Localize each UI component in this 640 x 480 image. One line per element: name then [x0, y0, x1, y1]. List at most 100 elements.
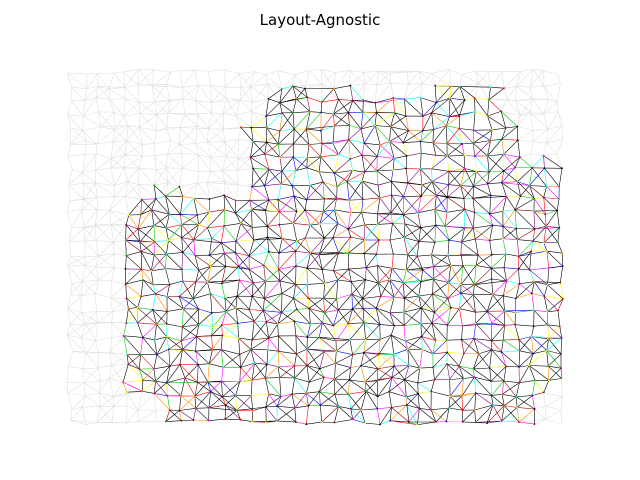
- highlight-edge: [376, 144, 381, 157]
- graph-node: [278, 101, 281, 104]
- highlight-edge: [266, 127, 279, 145]
- background-edge: [154, 84, 167, 103]
- highlight-edge: [151, 209, 167, 229]
- background-edge: [95, 293, 97, 312]
- graph-node: [224, 297, 226, 300]
- highlight-edge: [435, 86, 452, 103]
- background-edge: [109, 87, 125, 90]
- highlight-edge: [407, 349, 420, 369]
- highlight-edge: [403, 195, 422, 197]
- background-edge: [475, 70, 479, 84]
- background-edge: [109, 196, 126, 211]
- highlight-edge: [392, 223, 405, 238]
- graph-node: [446, 142, 448, 145]
- highlight-edge: [420, 97, 437, 103]
- highlight-edge: [533, 309, 548, 313]
- background-edge: [84, 265, 99, 281]
- background-edge: [66, 211, 72, 227]
- highlight-edge: [548, 326, 561, 340]
- highlight-edge: [179, 395, 182, 411]
- background-edge: [125, 184, 139, 197]
- graph-node: [505, 195, 508, 198]
- background-edge: [69, 312, 82, 326]
- highlight-edge: [125, 224, 139, 230]
- highlight-edge: [306, 337, 320, 350]
- highlight-edge: [294, 377, 307, 394]
- graph-node: [431, 293, 434, 295]
- highlight-edge: [250, 380, 253, 396]
- highlight-edge: [319, 171, 324, 183]
- highlight-edge: [517, 167, 533, 182]
- background-edge: [138, 167, 155, 186]
- background-edge: [83, 97, 97, 117]
- highlight-edge: [543, 186, 547, 198]
- highlight-edge: [516, 228, 518, 240]
- highlight-edge: [266, 112, 283, 128]
- highlight-edge: [235, 239, 254, 242]
- graph-node: [488, 213, 491, 215]
- background-edge: [404, 84, 409, 100]
- graph-node: [416, 423, 419, 426]
- background-edge: [501, 71, 505, 89]
- highlight-edge: [460, 254, 479, 256]
- highlight-edge: [324, 283, 337, 300]
- background-edge: [292, 84, 322, 87]
- graph-node: [545, 349, 548, 352]
- graph-node: [447, 281, 450, 284]
- highlight-edge: [306, 167, 311, 186]
- highlight-edge: [318, 254, 323, 270]
- highlight-edge: [150, 270, 154, 285]
- highlight-edge: [165, 214, 170, 228]
- highlight-edge: [239, 279, 253, 297]
- highlight-edge: [460, 265, 477, 285]
- highlight-edge: [335, 354, 353, 364]
- graph-node: [514, 166, 516, 169]
- highlight-edge: [488, 99, 502, 112]
- highlight-edge: [360, 125, 376, 130]
- graph-node: [403, 311, 405, 313]
- highlight-edge: [417, 194, 437, 213]
- graph-node: [234, 199, 237, 202]
- graph-node: [209, 390, 212, 393]
- background-edge: [83, 199, 98, 210]
- highlight-edge: [139, 225, 155, 243]
- highlight-edge: [362, 308, 365, 323]
- background-edge: [113, 391, 127, 398]
- highlight-edge: [141, 269, 154, 285]
- graph-node: [211, 312, 213, 314]
- highlight-edge: [296, 98, 311, 112]
- highlight-edge: [461, 143, 465, 156]
- highlight-edge: [333, 100, 353, 115]
- highlight-edge: [278, 238, 283, 254]
- highlight-edge: [193, 224, 199, 240]
- graph-node: [490, 380, 492, 383]
- background-edge: [151, 71, 171, 87]
- graph-node: [460, 253, 462, 256]
- background-edge: [69, 226, 72, 242]
- highlight-edge: [295, 335, 297, 354]
- background-edge: [166, 72, 171, 85]
- graph-node: [124, 239, 127, 242]
- highlight-edge: [184, 377, 198, 383]
- highlight-edge: [502, 238, 507, 255]
- background-edge: [517, 126, 534, 131]
- highlight-edge: [221, 266, 226, 284]
- highlight-edge: [473, 338, 492, 341]
- graph-node: [194, 254, 196, 257]
- graph-node: [378, 323, 381, 326]
- highlight-edge: [166, 366, 171, 383]
- highlight-edge: [155, 293, 168, 312]
- background-edge: [137, 84, 140, 103]
- highlight-edge: [293, 143, 310, 145]
- highlight-edge: [279, 102, 294, 113]
- highlight-edge: [238, 338, 241, 355]
- graph-node: [323, 198, 326, 200]
- highlight-edge: [166, 284, 170, 297]
- highlight-edge: [306, 181, 324, 201]
- highlight-edge: [153, 254, 166, 269]
- graph-node: [125, 297, 128, 300]
- background-edge: [529, 111, 534, 131]
- background-edge: [96, 406, 101, 423]
- background-edge: [67, 323, 86, 336]
- highlight-edge: [263, 298, 265, 311]
